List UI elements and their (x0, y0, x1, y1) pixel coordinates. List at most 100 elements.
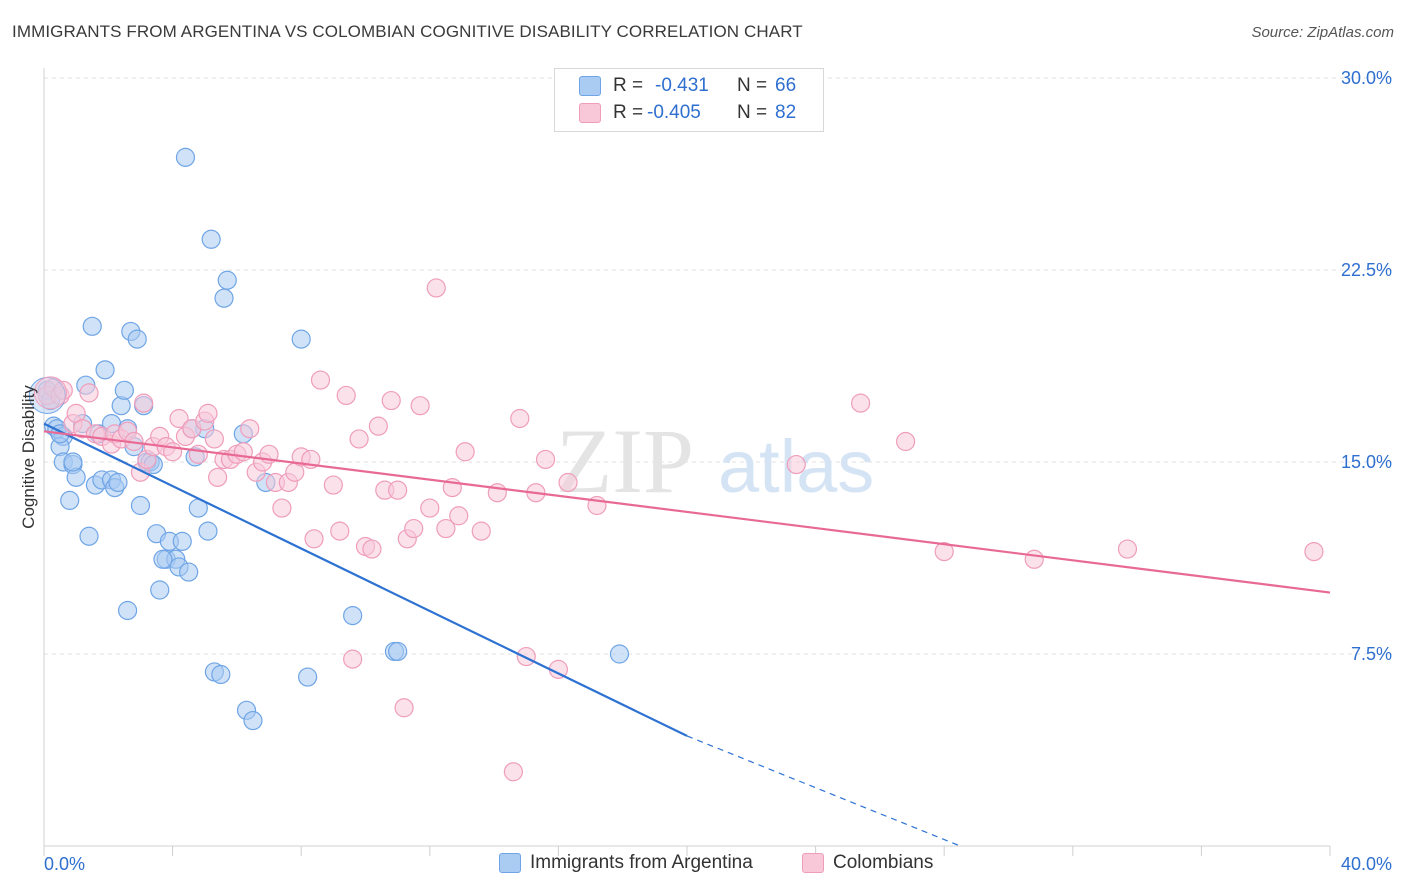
legend-swatch-argentina (579, 76, 601, 96)
colombians-point (516, 646, 536, 667)
colombians-point (394, 698, 414, 718)
x-tick-label: 40.0% (1341, 854, 1392, 874)
argentina-point (179, 562, 199, 582)
argentina-point (114, 380, 134, 400)
bottom-legend-label-argentina: Immigrants from Argentina (530, 852, 753, 873)
colombians-point (330, 521, 350, 541)
bottom-legend-label-colombians: Colombians (833, 852, 934, 873)
argentina-point (172, 531, 192, 551)
argentina-point (127, 329, 147, 349)
y-tick-label: 22.5% (1341, 260, 1392, 280)
colombians-point (420, 498, 440, 518)
argentina-point (291, 329, 311, 349)
colombians-point (1304, 541, 1324, 562)
trend-layer (43, 422, 1331, 847)
argentina-point (108, 472, 128, 493)
colombians-point (323, 475, 343, 495)
colombians-point (896, 431, 916, 452)
grid-layer (44, 77, 1392, 655)
legend-n-label: N = (737, 75, 768, 96)
colombians-point (410, 396, 430, 416)
colombians-point (436, 518, 456, 539)
colombians-point (240, 419, 260, 439)
argentina-point (609, 644, 630, 664)
argentina-point (130, 495, 151, 516)
y-tick-label: 7.5% (1351, 644, 1392, 664)
legend-n-value: 82 (775, 102, 797, 123)
colombians-point (503, 762, 523, 782)
colombians-point (368, 416, 388, 436)
argentina-point (175, 147, 196, 167)
legend-box: R = -0.431 N = 66 R = -0.405 N = 82 (554, 68, 824, 132)
colombians-point (336, 385, 356, 406)
argentina-point (217, 270, 237, 290)
colombians-point (471, 521, 491, 541)
legend-n-value: 66 (775, 75, 797, 96)
argentina-point (211, 664, 231, 685)
colombians-point (304, 529, 324, 549)
colombians-point (1117, 539, 1138, 559)
colombians-trend-line (43, 430, 1331, 594)
chart-source: Source: ZipAtlas.com (1251, 24, 1394, 41)
legend-n-label: N = (737, 102, 768, 123)
colombians-point (558, 472, 578, 493)
colombians-point (404, 518, 424, 539)
argentina-point (60, 490, 80, 510)
y-axis-label: Cognitive Disability (19, 385, 38, 529)
colombians-point (786, 454, 806, 475)
watermark-zip: ZIP (556, 410, 694, 512)
colombians-point (388, 480, 408, 500)
colombians-point (362, 539, 382, 559)
argentina-point (153, 549, 173, 569)
argentina-point (243, 710, 263, 731)
argentina-point (150, 580, 170, 600)
tick-label-layer: 7.5% 15.0% 22.5% 30.0% 0.0% 40.0% (44, 68, 1392, 874)
legend-r-label: R = (613, 102, 644, 123)
colombians-point (310, 370, 331, 390)
argentina-point (214, 288, 234, 308)
y-tick-label: 30.0% (1341, 68, 1392, 88)
colombians-point (510, 408, 530, 429)
colombians-point (349, 429, 369, 449)
colombians-point (426, 278, 446, 298)
chart-title: IMMIGRANTS FROM ARGENTINA VS COLOMBIAN C… (12, 22, 803, 41)
legend-swatch-colombians (579, 103, 601, 123)
colombians-point (449, 506, 469, 526)
argentina-point (95, 360, 115, 380)
colombians-point (204, 429, 224, 449)
colombians-point (163, 442, 183, 462)
legend-r-label: R = (613, 75, 644, 96)
y-tick-label: 15.0% (1341, 452, 1392, 472)
colombians-point (851, 393, 871, 413)
argentina-point (117, 600, 138, 621)
colombians-point (1024, 549, 1044, 569)
axis-layer (43, 68, 1331, 856)
argentina-point (198, 521, 218, 541)
x-tick-label: 0.0% (44, 854, 85, 874)
colombians-point (272, 498, 292, 518)
argentina-point (82, 316, 102, 336)
colombians-point (79, 383, 99, 403)
colombians-point (134, 393, 154, 413)
watermark: ZIP atlas (556, 410, 874, 512)
bottom-legend-swatch-colombians (802, 853, 824, 873)
colombians-point (198, 403, 218, 423)
colombians-point (381, 390, 401, 411)
argentina-point (343, 605, 363, 626)
argentina-point (63, 452, 83, 472)
argentina-point (201, 229, 221, 249)
argentina-trend-line (43, 422, 688, 737)
colombians-point (455, 442, 475, 462)
bottom-legend-swatch-argentina (499, 853, 521, 873)
colombians-point (169, 408, 189, 429)
colombians-point (535, 449, 556, 470)
argentina-point (79, 526, 99, 546)
argentina-point (388, 641, 408, 662)
legend-r-value: -0.405 (647, 102, 701, 123)
colombians-point (934, 541, 954, 562)
colombians-point (208, 467, 228, 487)
colombians-point (53, 380, 73, 400)
colombians-point (343, 649, 363, 669)
argentina-trend-extension (686, 735, 961, 847)
